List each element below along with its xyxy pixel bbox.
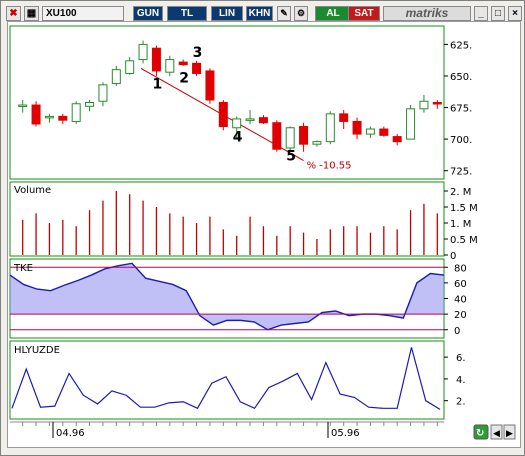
hlyuzde-panel-title: HLYUZDE <box>14 345 60 356</box>
tke-area-fill <box>10 263 444 330</box>
candle-up <box>232 118 242 129</box>
volume-tick-label: 0.5 M <box>450 235 478 246</box>
sat-button[interactable]: SAT <box>348 6 380 21</box>
panel-frame-4 <box>9 340 445 420</box>
price-tick-label: 675. <box>450 104 472 115</box>
candle-up <box>165 59 175 73</box>
candle-down <box>272 122 282 150</box>
scroll-left-button[interactable] <box>490 424 503 440</box>
hlyuzde-tick-label: 4. <box>456 375 466 386</box>
candle-up <box>285 127 295 149</box>
candle-up <box>44 115 54 119</box>
candle-down <box>339 113 349 122</box>
price-tick-label: 725. <box>450 167 472 178</box>
candle-down <box>31 104 41 125</box>
candle-down <box>432 102 442 105</box>
scroll-left-icon: ◀ <box>493 429 500 439</box>
candle-down <box>178 61 188 66</box>
scroll-right-button[interactable] <box>503 424 516 440</box>
trend-percent-label: % -10.55 <box>307 161 352 172</box>
price-tick-label: 700. <box>450 135 472 146</box>
candle-up <box>18 104 28 108</box>
x-axis-date-label: 05.96 <box>331 428 360 439</box>
wave-label-3: 3 <box>193 45 203 61</box>
candle-down <box>392 136 402 143</box>
draw-tool-icon[interactable]: ✎ <box>277 6 291 21</box>
tke-tick-label: 60 <box>454 279 467 290</box>
volume-tick-label: 0 <box>450 251 456 262</box>
currency-button-tl[interactable]: TL <box>167 6 207 21</box>
volume-panel-title: Volume <box>14 185 51 196</box>
maximize-icon[interactable]: □ <box>491 6 505 21</box>
volume-tick-label: 1. M <box>450 219 471 230</box>
chart-type-button-khn[interactable]: KHN <box>246 6 273 21</box>
wave-label-5: 5 <box>286 149 296 165</box>
panel-frame-1 <box>9 25 445 180</box>
scale-button-lin[interactable]: LIN <box>211 6 243 21</box>
candle-up <box>71 103 81 122</box>
tke-tick-label: 0 <box>454 326 460 337</box>
candle-down <box>379 128 389 136</box>
volume-tick-label: 1.5 M <box>450 203 478 214</box>
price-tick-label: 625. <box>450 40 472 51</box>
panel-frame-2 <box>9 181 445 257</box>
x-axis-date-label: 04.96 <box>56 428 85 439</box>
volume-tick-label: 2. M <box>450 187 471 198</box>
candle-down <box>352 120 362 135</box>
hlyuzde-line <box>11 347 441 410</box>
refresh-icon[interactable] <box>473 424 489 440</box>
tke-panel-title: TKE <box>13 263 33 274</box>
candle-up <box>111 69 121 85</box>
window-close-icon[interactable]: × <box>508 6 522 21</box>
wave-label-4: 4 <box>233 130 243 146</box>
indicator-icon[interactable]: ⚙ <box>294 6 308 21</box>
candle-up <box>325 113 335 143</box>
wave-label-1: 1 <box>152 77 162 93</box>
tke-tick-label: 40 <box>454 295 467 306</box>
candle-down <box>151 47 161 72</box>
candle-up <box>138 43 148 61</box>
brand-logo: matriks <box>383 6 471 21</box>
hlyuzde-tick-label: 2. <box>456 397 466 408</box>
close-icon[interactable]: ✖ <box>6 6 21 21</box>
candle-up <box>365 128 375 135</box>
candle-up <box>98 84 108 102</box>
al-button[interactable]: AL <box>315 6 351 21</box>
chart-area: 725. 700. 675. 650. 625.% -10.55 1 2 3 4 5 Volume 2… <box>7 21 521 448</box>
symbol-search-icon[interactable]: ▦ <box>24 6 39 21</box>
candle-up <box>125 60 135 74</box>
candle-up <box>406 108 416 140</box>
hlyuzde-tick-label: 6. <box>456 353 466 364</box>
candle-up <box>419 100 429 110</box>
candle-down <box>205 70 215 101</box>
candle-up <box>312 141 322 145</box>
candle-up <box>85 102 95 107</box>
symbol-field[interactable]: XU100 <box>42 6 124 21</box>
tke-tick-label: 20 <box>454 310 467 321</box>
minimize-icon[interactable]: _ <box>474 6 488 21</box>
candle-down <box>258 117 268 124</box>
wave-label-2: 2 <box>179 70 189 86</box>
scroll-right-icon: ▶ <box>506 429 513 439</box>
candle-down <box>58 115 68 121</box>
candle-down <box>192 62 202 74</box>
tke-tick-label: 80 <box>454 263 467 274</box>
refresh-icon-glyph: ↻ <box>476 428 484 439</box>
candle-down <box>218 102 228 127</box>
period-button-gun[interactable]: GUN <box>133 6 163 21</box>
toolbar: ✖ ▦ XU100 GUN TL LIN KHN ✎ ⚙ AL SAT matr… <box>3 5 522 24</box>
candle-down <box>299 125 309 145</box>
price-tick-label: 650. <box>450 72 472 83</box>
candle-up <box>245 118 255 121</box>
